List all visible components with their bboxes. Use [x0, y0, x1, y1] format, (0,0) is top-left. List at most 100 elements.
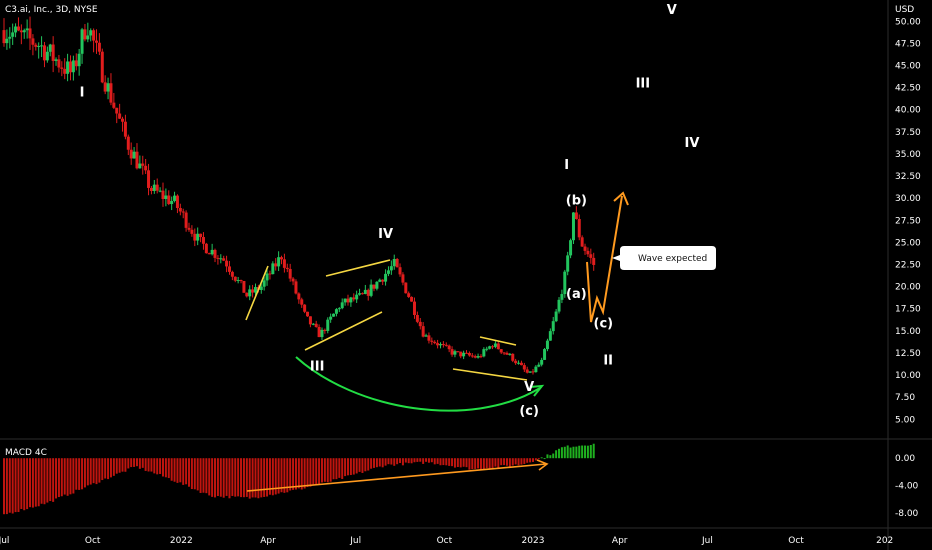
time-tick-label: Oct	[85, 536, 101, 546]
macd-bar	[552, 454, 554, 459]
candle-body	[448, 346, 451, 350]
candle-body	[468, 353, 471, 355]
macd-bar	[529, 458, 531, 462]
macd-bar	[237, 458, 239, 496]
macd-bar	[87, 458, 89, 485]
macd-bar	[200, 458, 202, 493]
candle-body	[214, 250, 217, 258]
wave-label[interactable]: (b)	[566, 193, 587, 208]
macd-bar	[185, 458, 187, 484]
callout-text: Wave expected	[638, 254, 707, 264]
macd-bar	[156, 458, 158, 474]
wave-label[interactable]: IV	[378, 227, 393, 242]
candle-body	[98, 43, 101, 52]
macd-bar	[260, 458, 262, 497]
time-tick-label: Oct	[788, 536, 804, 546]
price-tick-label: 20.00	[895, 283, 921, 293]
candle-body	[479, 356, 482, 357]
candle-body	[572, 212, 575, 240]
time-tick-label: 2023	[522, 536, 545, 546]
wave-label[interactable]: III	[310, 360, 325, 375]
macd-bar	[90, 458, 92, 484]
candle-body	[83, 29, 86, 39]
macd-bar	[257, 458, 259, 498]
candle-body	[75, 60, 78, 66]
macd-bar	[379, 458, 381, 466]
macd-bar	[23, 458, 25, 510]
wave-label[interactable]: I	[564, 158, 569, 173]
callout-wave-expected[interactable]: Wave expected	[612, 246, 716, 270]
wave-label[interactable]: (c)	[519, 404, 539, 419]
candle-body	[81, 29, 84, 53]
candle-body	[211, 250, 214, 254]
macd-bar	[292, 458, 294, 490]
wave-label[interactable]: (c)	[594, 316, 614, 331]
macd-bar	[243, 458, 245, 497]
candle-body	[442, 344, 445, 345]
macd-bar	[431, 458, 433, 462]
candle-body	[445, 345, 448, 346]
candle-body	[320, 330, 323, 337]
candle-body	[349, 297, 352, 302]
macd-bar	[546, 454, 548, 458]
macd-bar	[567, 445, 569, 458]
candle-body	[508, 354, 511, 355]
candle-body	[124, 122, 127, 137]
macd-bar	[81, 458, 83, 489]
macd-bar	[387, 458, 389, 464]
wave-label[interactable]: III	[636, 77, 651, 92]
candle-body	[57, 59, 60, 67]
candle-body	[318, 327, 321, 337]
candle-body	[228, 266, 231, 271]
candle-body	[222, 258, 225, 260]
macd-bar	[240, 458, 242, 497]
macd-bar	[347, 458, 349, 475]
candle-body	[453, 351, 456, 354]
wave-label[interactable]: V	[667, 3, 677, 18]
time-axis[interactable]: Jul Oct 2022 Apr Jul Oct 2023 Apr Jul Oct 202	[0, 536, 893, 546]
candle-body	[416, 315, 419, 322]
wave-label[interactable]: (a)	[566, 287, 587, 302]
wave-label[interactable]: I	[80, 85, 85, 100]
macd-bar	[578, 446, 580, 458]
candle-body	[407, 293, 410, 297]
macd-bar	[223, 458, 225, 497]
price-tick-label: 17.50	[895, 305, 921, 315]
wedge-line[interactable]	[305, 312, 382, 350]
macd-tick-label: -8.00	[895, 509, 919, 519]
candle-body	[390, 266, 393, 270]
wedge-line[interactable]	[326, 260, 390, 276]
wave-label[interactable]: II	[603, 353, 613, 368]
time-tick-label: Jul	[349, 536, 361, 546]
candle-body	[219, 258, 222, 259]
candle-body	[303, 305, 306, 312]
candle-body	[592, 258, 595, 265]
curved-arrow[interactable]	[296, 357, 540, 411]
candle-body	[364, 290, 367, 294]
price-tick-label: 50.00	[895, 17, 921, 27]
price-axis[interactable]: 50.00 47.50 45.00 42.50 40.00 37.50 35.00 32.50…	[895, 17, 921, 425]
macd-bar	[289, 458, 291, 490]
macd-divergence-arrow[interactable]	[247, 464, 546, 491]
macd-bar	[518, 458, 520, 465]
macd-bar	[29, 458, 31, 507]
macd-bar	[350, 458, 352, 475]
macd-bar	[399, 458, 401, 463]
wave-label[interactable]: IV	[685, 136, 700, 151]
time-tick-label: Oct	[437, 536, 453, 546]
macd-bar	[116, 458, 118, 473]
macd-bar	[266, 458, 268, 496]
candle-body	[529, 371, 532, 372]
macd-bar	[425, 458, 427, 462]
macd-bar	[171, 458, 173, 481]
macd-bar	[396, 458, 398, 464]
macd-axis[interactable]: 0.00 -4.00 -8.00	[895, 454, 919, 519]
wave-label[interactable]: V	[524, 380, 534, 395]
wedge-line[interactable]	[453, 369, 527, 380]
candle-body	[491, 346, 494, 347]
macd-bar	[570, 448, 572, 459]
candle-body	[49, 45, 52, 52]
candle-body	[384, 274, 387, 282]
macd-bar	[390, 458, 392, 464]
